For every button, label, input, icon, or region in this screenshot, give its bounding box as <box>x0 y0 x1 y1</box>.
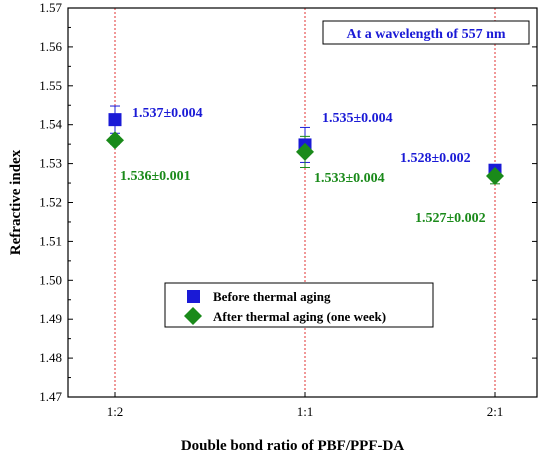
grid <box>114 8 496 397</box>
marker-after-0 <box>106 131 124 150</box>
data-label-0-1: 1.535±0.004 <box>322 111 393 126</box>
data-label-1-1: 1.533±0.004 <box>314 171 385 186</box>
plot-frame <box>67 7 538 398</box>
data-label-1-2: 1.527±0.002 <box>415 211 486 226</box>
annotation-box <box>322 20 530 45</box>
x-tick-label-1: 1:1 <box>297 404 314 419</box>
annotation-text: At a wavelength of 557 nm <box>346 27 505 42</box>
y-tick-label-4: 1.51 <box>39 233 62 248</box>
x-tick-label-0: 1:2 <box>107 404 124 419</box>
y-tick-label-3: 1.50 <box>39 272 62 287</box>
legend: Before thermal aging After thermal aging… <box>164 282 434 328</box>
y-axis-title: Refractive index <box>8 149 24 255</box>
wavelength-annotation: At a wavelength of 557 nm <box>322 20 530 45</box>
data-label-0-2: 1.528±0.002 <box>400 151 471 166</box>
y-tick-label-1: 1.48 <box>39 350 62 365</box>
data-markers <box>106 113 504 186</box>
marker-after-1 <box>296 142 314 161</box>
y-tick-label-8: 1.55 <box>39 78 62 93</box>
data-label-0-0: 1.537±0.004 <box>132 106 203 121</box>
y-tick-label-5: 1.52 <box>39 195 62 210</box>
legend-marker-before <box>187 290 200 303</box>
x-axis-title: Double bond ratio of PBF/PPF-DA <box>181 438 404 454</box>
y-tick-label-2: 1.49 <box>39 311 62 326</box>
y-tick-label-7: 1.54 <box>39 117 62 132</box>
marker-after-2 <box>486 167 504 186</box>
x-axis-ticks: 1:2 1:1 2:1 <box>107 392 504 419</box>
marker-before-0 <box>108 113 122 127</box>
legend-box <box>164 282 434 328</box>
legend-marker-after <box>184 307 202 325</box>
legend-label-after: After thermal aging (one week) <box>213 309 386 324</box>
y-axis-ticks: 1.47 1.48 1.49 1.50 1.51 1.52 1.53 1.54 1.55 1.56… <box>39 0 537 404</box>
y-tick-label-9: 1.56 <box>39 39 62 54</box>
legend-label-before: Before thermal aging <box>213 289 331 304</box>
data-label-1-0: 1.536±0.001 <box>120 169 191 184</box>
x-tick-label-2: 2:1 <box>487 404 504 419</box>
data-labels: 1.537±0.004 1.535±0.004 1.528±0.002 1.536±0… <box>120 106 486 226</box>
y-tick-label-6: 1.53 <box>39 156 62 171</box>
y-tick-label-10: 1.57 <box>39 0 62 15</box>
y-tick-label-0: 1.47 <box>39 389 62 404</box>
